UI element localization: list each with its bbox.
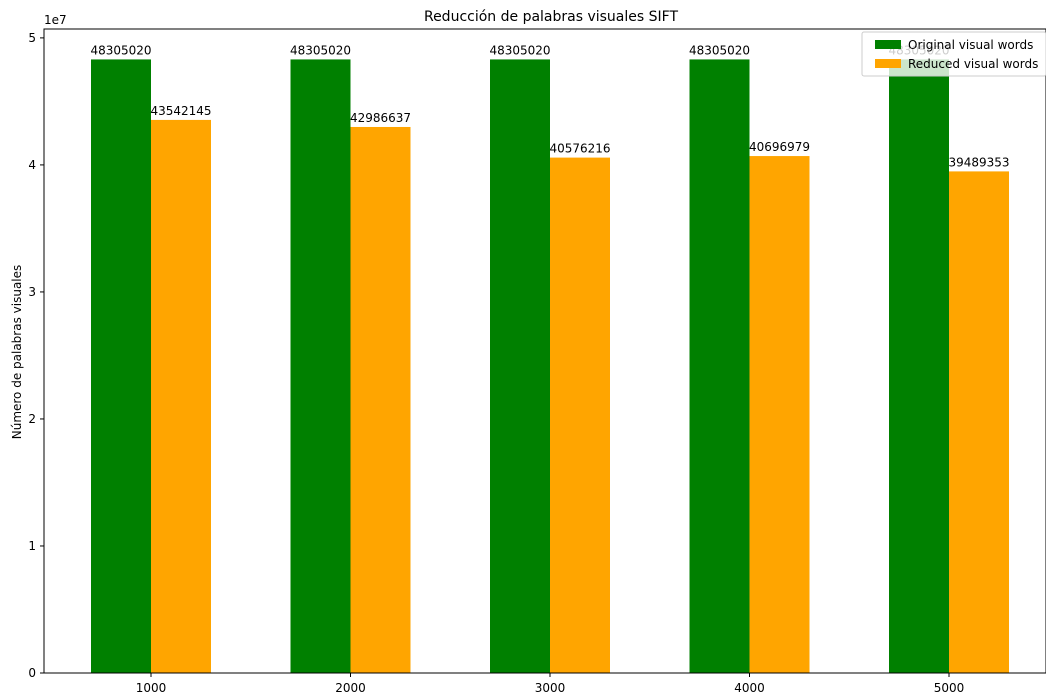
x-tick-label-2000: 2000 (335, 681, 366, 695)
x-tick-label-3000: 3000 (535, 681, 566, 695)
y-tick-label-5: 5 (28, 31, 36, 45)
legend: Original visual words Reduced visual wor… (861, 31, 1046, 77)
bar-original-3000 (490, 59, 550, 673)
bar-original-1000 (91, 59, 151, 673)
bar-reduced-4000 (749, 156, 810, 674)
y-tick-label-1: 1 (28, 539, 36, 553)
bars-layer (91, 59, 1009, 674)
data-label-reduced-1000: 43542145 (150, 104, 211, 118)
y-axis-label: Número de palabras visuales (10, 265, 24, 440)
bar-reduced-3000 (550, 157, 610, 674)
data-label-original-4000: 48305020 (689, 43, 750, 57)
x-tick-label-4000: 4000 (734, 681, 765, 695)
y-tick-label-0: 0 (28, 666, 36, 680)
bar-reduced-5000 (949, 171, 1009, 673)
bar-reduced-2000 (350, 126, 411, 674)
data-label-reduced-2000: 42986637 (350, 111, 411, 125)
data-label-reduced-3000: 40576216 (549, 142, 610, 156)
bar-original-2000 (290, 59, 351, 673)
x-tick-label-5000: 5000 (934, 681, 965, 695)
y-tick-label-2: 2 (28, 412, 36, 426)
plot-frame (43, 28, 1046, 674)
axes-layer: 1000 2000 3000 4000 5000 0 1 2 3 4 5 (28, 28, 1046, 695)
legend-label-original: Original visual words (908, 38, 1033, 52)
data-label-reduced-4000: 40696979 (749, 140, 810, 154)
chart-title: Reducción de palabras visuales SIFT (424, 9, 678, 25)
legend-swatch-reduced (875, 59, 901, 68)
y-tick-label-3: 3 (28, 285, 36, 299)
data-label-original-3000: 48305020 (489, 43, 550, 57)
y-scale-label: 1e7 (44, 13, 67, 27)
y-tick-label-4: 4 (28, 158, 36, 172)
data-label-reduced-5000: 39489353 (948, 155, 1009, 169)
data-label-original-2000: 48305020 (290, 43, 351, 57)
legend-label-reduced: Reduced visual words (908, 57, 1038, 71)
bar-original-4000 (689, 59, 750, 673)
bar-reduced-1000 (151, 119, 211, 673)
legend-frame (861, 31, 1046, 77)
bar-original-5000 (889, 59, 949, 673)
legend-swatch-original (875, 40, 901, 49)
x-tick-label-1000: 1000 (136, 681, 167, 695)
data-label-original-1000: 48305020 (90, 43, 151, 57)
